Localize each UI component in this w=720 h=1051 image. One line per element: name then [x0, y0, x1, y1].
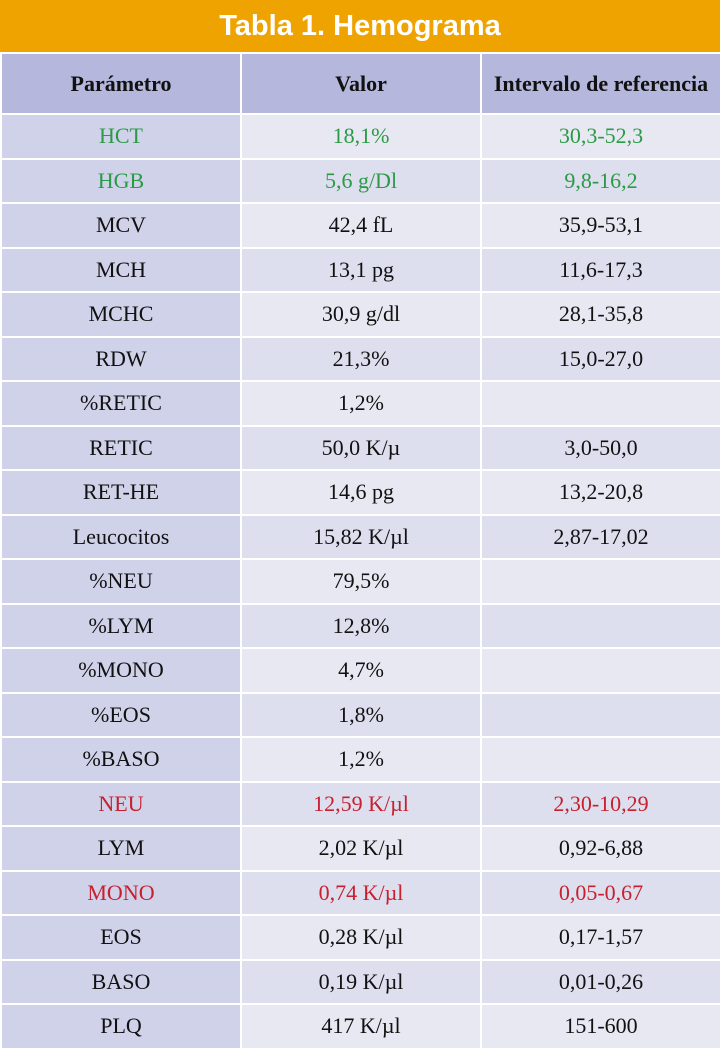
table-cell: 79,5%: [240, 558, 482, 605]
table-cell: HCT: [0, 113, 242, 160]
table-cell: %RETIC: [0, 380, 242, 427]
table-row: PLQ 417 K/µl 151-600: [0, 1003, 720, 1050]
table-cell: 14,6 pg: [240, 469, 482, 516]
table-row: %BASO 1,2%: [0, 736, 720, 783]
table-title: Tabla 1. Hemograma: [0, 0, 720, 52]
table-cell: 15,82 K/µl: [240, 513, 482, 560]
table-cell: RET-HE: [0, 469, 242, 516]
table-cell: %NEU: [0, 558, 242, 605]
table-cell: 2,87-17,02: [480, 513, 720, 560]
table-row: RETIC 50,0 K/µ 3,0-50,0: [0, 424, 720, 471]
column-header: Parámetro: [0, 52, 242, 115]
table-cell: 9,8-16,2: [480, 157, 720, 204]
table-cell: 5,6 g/Dl: [240, 157, 482, 204]
table-cell: [480, 736, 720, 783]
table-cell: 15,0-27,0: [480, 335, 720, 382]
table-cell: [480, 647, 720, 694]
table-cell: 50,0 K/µ: [240, 424, 482, 471]
table-cell: 4,7%: [240, 647, 482, 694]
column-header: Valor: [240, 52, 482, 115]
table-cell: RETIC: [0, 424, 242, 471]
header-row: Parámetro Valor Intervalo de referencia: [0, 52, 720, 115]
table-row: %LYM 12,8%: [0, 602, 720, 649]
table-body: HCT 18,1% 30,3-52,3 HGB 5,6 g/Dl 9,8-16,2 MCV 4…: [0, 113, 720, 1050]
table-cell: 2,30-10,29: [480, 780, 720, 827]
table-cell: 42,4 fL: [240, 202, 482, 249]
table-cell: 12,8%: [240, 602, 482, 649]
table-cell: 2,02 K/µl: [240, 825, 482, 872]
table-cell: MONO: [0, 869, 242, 916]
table-cell: 1,2%: [240, 380, 482, 427]
table-row: MCV 42,4 fL 35,9-53,1: [0, 202, 720, 249]
table-cell: %BASO: [0, 736, 242, 783]
table-cell: MCH: [0, 246, 242, 293]
table-cell: Leucocitos: [0, 513, 242, 560]
table-cell: [480, 380, 720, 427]
table-row: BASO 0,19 K/µl 0,01-0,26: [0, 958, 720, 1005]
table-row: %RETIC 1,2%: [0, 380, 720, 427]
table-cell: 3,0-50,0: [480, 424, 720, 471]
table-cell: 0,74 K/µl: [240, 869, 482, 916]
table-row: RDW 21,3% 15,0-27,0: [0, 335, 720, 382]
table-row: %EOS 1,8%: [0, 691, 720, 738]
table-cell: 0,01-0,26: [480, 958, 720, 1005]
table-cell: 18,1%: [240, 113, 482, 160]
table-row: NEU 12,59 K/µl 2,30-10,29: [0, 780, 720, 827]
table-cell: 0,17-1,57: [480, 914, 720, 961]
table-cell: [480, 691, 720, 738]
table-cell: RDW: [0, 335, 242, 382]
table-cell: 0,19 K/µl: [240, 958, 482, 1005]
table-cell: 30,9 g/dl: [240, 291, 482, 338]
table-cell: 28,1-35,8: [480, 291, 720, 338]
table-cell: %LYM: [0, 602, 242, 649]
table-cell: [480, 558, 720, 605]
table-cell: 13,1 pg: [240, 246, 482, 293]
table-row: %MONO 4,7%: [0, 647, 720, 694]
table-row: Leucocitos 15,82 K/µl 2,87-17,02: [0, 513, 720, 560]
table-cell: 417 K/µl: [240, 1003, 482, 1050]
table-cell: %MONO: [0, 647, 242, 694]
table-cell: 11,6-17,3: [480, 246, 720, 293]
table-row: %NEU 79,5%: [0, 558, 720, 605]
table-row: HGB 5,6 g/Dl 9,8-16,2: [0, 157, 720, 204]
table-row: MCHC 30,9 g/dl 28,1-35,8: [0, 291, 720, 338]
table-row: MONO 0,74 K/µl 0,05-0,67: [0, 869, 720, 916]
table-cell: 1,8%: [240, 691, 482, 738]
table-row: EOS 0,28 K/µl 0,17-1,57: [0, 914, 720, 961]
table-cell: BASO: [0, 958, 242, 1005]
table-cell: 13,2-20,8: [480, 469, 720, 516]
table-cell: 21,3%: [240, 335, 482, 382]
table-cell: 35,9-53,1: [480, 202, 720, 249]
table-cell: 0,28 K/µl: [240, 914, 482, 961]
table-row: HCT 18,1% 30,3-52,3: [0, 113, 720, 160]
table-cell: 1,2%: [240, 736, 482, 783]
table-cell: MCHC: [0, 291, 242, 338]
hemogram-table: Parámetro Valor Intervalo de referencia HC…: [0, 52, 720, 1050]
table-cell: LYM: [0, 825, 242, 872]
table-cell: 0,92-6,88: [480, 825, 720, 872]
table-cell: HGB: [0, 157, 242, 204]
table-cell: 12,59 K/µl: [240, 780, 482, 827]
table-row: RET-HE 14,6 pg 13,2-20,8: [0, 469, 720, 516]
table-cell: EOS: [0, 914, 242, 961]
table-cell: %EOS: [0, 691, 242, 738]
table-row: LYM 2,02 K/µl 0,92-6,88: [0, 825, 720, 872]
table-cell: 151-600: [480, 1003, 720, 1050]
table-cell: PLQ: [0, 1003, 242, 1050]
table-cell: [480, 602, 720, 649]
table-cell: MCV: [0, 202, 242, 249]
table-cell: 30,3-52,3: [480, 113, 720, 160]
table-row: MCH 13,1 pg 11,6-17,3: [0, 246, 720, 293]
table-cell: NEU: [0, 780, 242, 827]
table-cell: 0,05-0,67: [480, 869, 720, 916]
column-header: Intervalo de referencia: [480, 52, 720, 115]
